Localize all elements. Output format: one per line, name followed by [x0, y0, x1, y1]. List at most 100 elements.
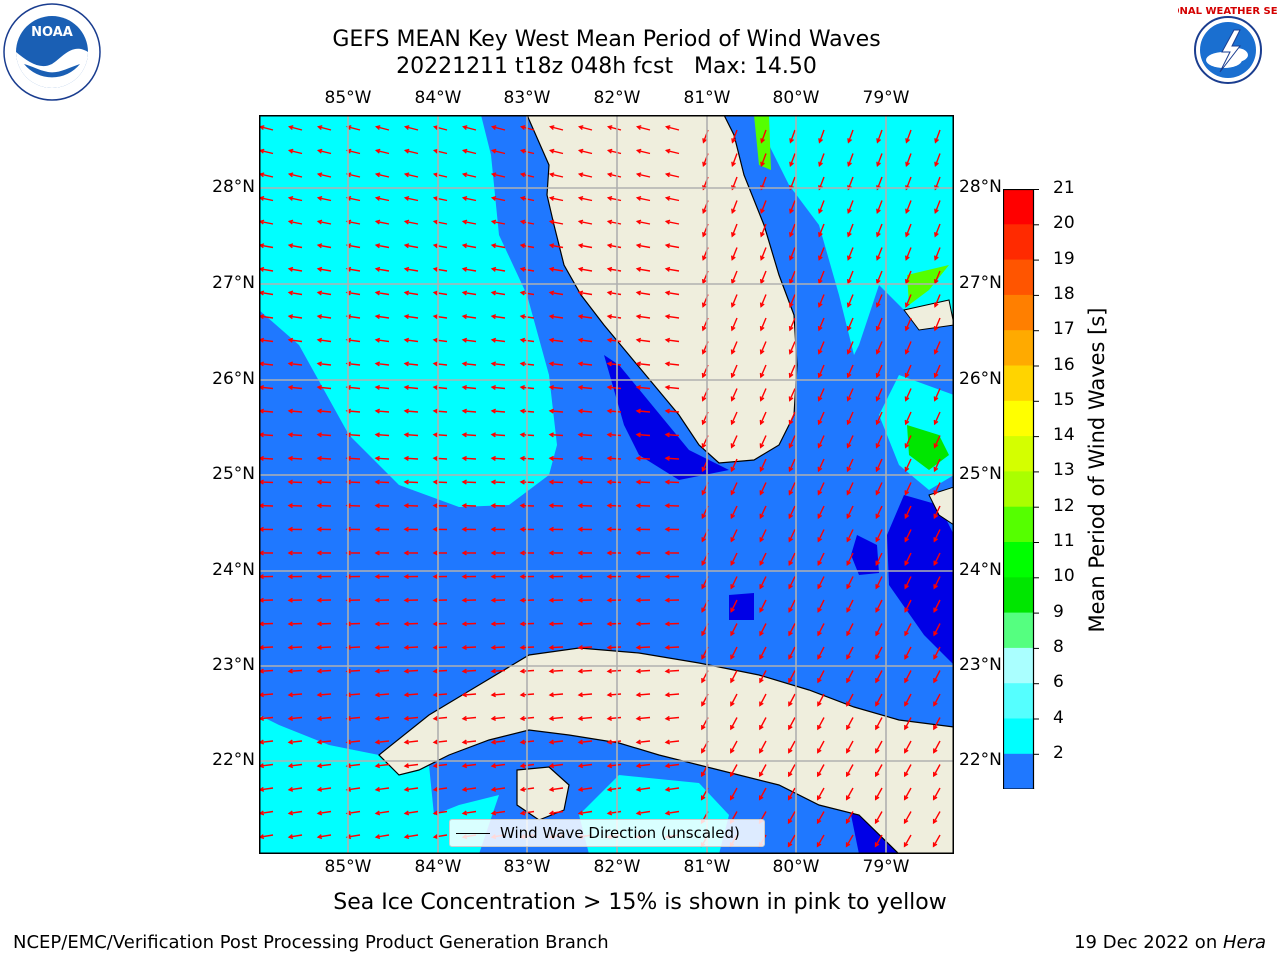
- colorbar-tick-label-7: 14: [1053, 425, 1075, 446]
- wind-arrow: [760, 200, 767, 214]
- wind-arrow: [403, 644, 419, 651]
- wind-arrow: [316, 597, 332, 603]
- wind-arrow: [875, 693, 883, 707]
- lat-tick-right-0: 28°N: [959, 177, 1002, 197]
- wind-arrow: [490, 668, 506, 674]
- wind-arrow: [287, 834, 303, 840]
- colorbar-tick-label-10: 11: [1053, 531, 1075, 551]
- wind-arrow: [635, 574, 651, 580]
- wind-arrow: [664, 384, 680, 391]
- wind-arrow: [664, 432, 680, 438]
- wind-arrow: [759, 458, 767, 473]
- wind-arrow: [606, 550, 622, 556]
- colorbar-tick-label-6: 15: [1053, 389, 1075, 410]
- wind-arrow: [577, 290, 593, 296]
- wind-arrow: [875, 576, 883, 590]
- wind-arrow: [548, 290, 564, 296]
- wind-arrow: [316, 266, 332, 272]
- wind-arrow: [664, 148, 680, 155]
- wind-arrow: [490, 644, 506, 651]
- colorbar-band-13: [1003, 647, 1034, 684]
- low-period-patch-florida-bay: [604, 355, 729, 480]
- wind-arrow: [904, 388, 912, 402]
- wind-arrow: [577, 337, 593, 343]
- wind-arrow: [287, 644, 303, 651]
- wind-arrow: [461, 621, 477, 627]
- colorbar-label: Mean Period of Wind Waves [s]: [1085, 307, 1109, 633]
- wind-arrow: [432, 266, 448, 272]
- wind-arrow: [577, 597, 593, 603]
- wind-arrow: [432, 314, 448, 320]
- wind-arrow: [374, 432, 390, 438]
- colorbar-tick-label-12: 9: [1053, 601, 1064, 622]
- nws-logo: NATIONAL WEATHER SERVICE: [1145, 0, 1280, 104]
- andros-land: [928, 486, 954, 526]
- wind-arrow: [432, 432, 448, 438]
- wind-arrow: [817, 294, 825, 308]
- wind-arrow: [788, 364, 796, 379]
- wind-arrow: [374, 621, 390, 627]
- colorbar-tick-label-15: 4: [1053, 707, 1064, 728]
- wind-arrow: [316, 195, 332, 202]
- wind-arrow: [846, 599, 854, 613]
- wind-arrow: [635, 763, 651, 769]
- wind-arrow: [847, 200, 854, 214]
- wind-arrow: [904, 529, 912, 543]
- wind-arrow: [345, 834, 361, 840]
- wind-arrow: [316, 715, 332, 721]
- lon-tick-top-3: 82°W: [593, 88, 641, 108]
- wind-arrow: [846, 435, 854, 449]
- wind-arrow: [345, 526, 361, 532]
- wind-arrow: [462, 125, 477, 131]
- wind-arrow: [846, 364, 854, 379]
- wind-arrow: [846, 740, 854, 754]
- colorbar-band-15: [1003, 718, 1034, 755]
- wind-arrow: [316, 786, 332, 792]
- wind-arrow: [577, 550, 593, 556]
- wind-arrow: [904, 364, 912, 379]
- wind-arrow: [818, 129, 825, 144]
- wind-arrow: [316, 574, 332, 580]
- lat-tick-left-1: 27°N: [212, 273, 255, 293]
- wind-arrow: [635, 361, 651, 367]
- wind-arrow: [818, 223, 825, 238]
- wind-arrow: [904, 764, 912, 778]
- wind-arrow: [374, 266, 390, 272]
- colorbar-tick-label-2: 19: [1053, 248, 1075, 269]
- wind-arrow: [461, 219, 477, 225]
- wind-arrow: [316, 384, 332, 391]
- wind-arrow: [374, 337, 390, 343]
- wind-arrow: [903, 787, 912, 801]
- wind-arrow: [875, 317, 883, 332]
- wind-arrow: [817, 388, 825, 402]
- wind-arrow: [904, 482, 912, 496]
- wind-arrow: [731, 247, 738, 261]
- wind-arrow: [374, 526, 390, 532]
- wind-arrow: [345, 432, 361, 438]
- wind-arrow: [664, 810, 680, 816]
- lon-tick-top-0: 85°W: [324, 88, 372, 108]
- wind-arrow: [490, 384, 506, 391]
- wind-arrow: [403, 715, 419, 721]
- wind-arrow: [904, 411, 912, 426]
- lat-tick-right-6: 22°N: [959, 750, 1002, 770]
- wind-arrow: [316, 668, 332, 674]
- wind-arrow: [432, 219, 448, 225]
- wind-arrow: [432, 668, 448, 674]
- wind-arrow: [606, 692, 622, 698]
- wind-arrow: [548, 337, 564, 343]
- wind-arrow: [374, 290, 390, 296]
- wind-arrow: [606, 195, 622, 202]
- wind-arrow: [664, 644, 680, 651]
- wind-arrow: [577, 574, 593, 580]
- wind-arrow: [847, 153, 854, 168]
- wind-arrow: [432, 361, 448, 367]
- colorbar-tick-label-11: 10: [1053, 566, 1075, 587]
- wind-arrow: [664, 526, 680, 532]
- wind-arrow: [635, 526, 651, 532]
- wind-arrow: [875, 505, 883, 520]
- wind-arrow: [374, 503, 390, 509]
- colorbar-band-7: [1003, 436, 1034, 472]
- wind-arrow: [316, 739, 332, 745]
- wind-arrow: [374, 786, 390, 792]
